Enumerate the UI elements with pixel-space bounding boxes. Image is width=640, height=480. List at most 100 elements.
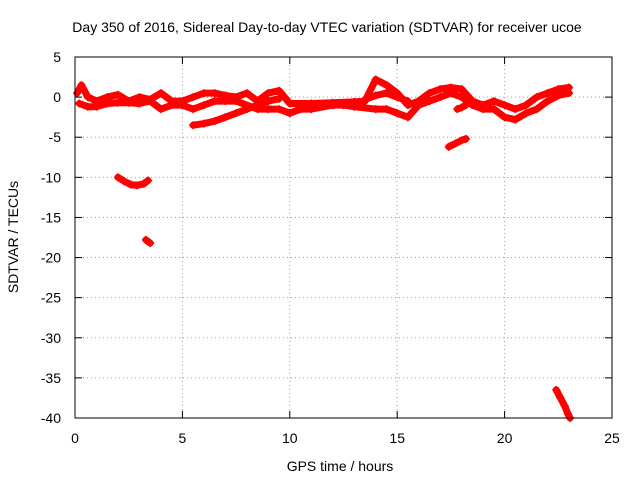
y-tick-label: -20 [41,250,61,266]
y-axis-label: SDTVAR / TECUs [5,181,21,293]
data-point [436,85,445,94]
data-point [436,93,445,102]
data-point [275,86,284,95]
grid-lines [75,57,612,418]
data-point [77,81,86,90]
data-point [285,109,294,118]
data-point [264,97,273,106]
y-tick-label: 0 [53,89,61,105]
y-tick-label: -30 [41,330,61,346]
y-tick-label: 5 [53,49,61,65]
data-point [382,105,391,114]
y-tick-label: -25 [41,290,61,306]
data-point [451,139,460,148]
axis-ticks: 0 5 10 15 20 25 5 0 -5 -10 -15 -20 -25 -30 -35 -40 [41,49,620,446]
data-point [554,91,563,100]
data-point [457,85,466,94]
data-point [371,91,380,100]
data-point [178,101,187,110]
data-point [133,181,142,190]
data-point [120,177,129,186]
data-point [156,105,165,114]
data-point [457,93,466,102]
series-segment-18h [444,134,470,151]
data-point [360,95,369,104]
data-point [522,101,531,110]
data-point [156,89,165,98]
x-tick-label: 10 [282,430,298,446]
data-point [479,105,488,114]
data-point [522,109,531,118]
data-point [135,99,144,108]
data-point [444,142,453,151]
data-point [500,113,509,122]
y-tick-label: -40 [41,410,61,426]
data-point [232,109,241,118]
data-point [242,89,251,98]
data-point [403,113,412,122]
data-point [242,105,251,114]
series-arc-10 [113,173,153,190]
data-point [221,97,230,106]
series-descending-arc [189,94,284,130]
series-main-band-upper [73,75,574,114]
data-point [560,401,569,410]
data-point [275,94,284,103]
y-tick-label: -15 [41,209,61,225]
data-point [146,97,155,106]
data-point [253,101,262,110]
data-point [565,89,574,98]
data-point [461,134,470,143]
x-tick-label: 25 [604,430,620,446]
x-tick-label: 5 [179,430,187,446]
data-point [457,136,466,145]
data-point [489,97,498,106]
data-point [199,101,208,110]
data-point [563,409,572,418]
data-point [425,97,434,106]
data-point [489,105,498,114]
data-point [144,176,153,185]
data-point [371,75,380,84]
data-point [532,93,541,102]
data-point [113,173,122,182]
plot-frame [74,56,613,419]
data-point [543,97,552,106]
data-point [446,89,455,98]
data-point [403,97,412,106]
data-point [461,101,470,110]
data-point [511,115,520,124]
data-point [210,97,219,106]
data-point [83,93,92,102]
data-point [350,102,359,111]
data-point [92,102,101,111]
series-point-18 [141,235,155,248]
data-point [124,98,133,107]
data-point [210,89,219,98]
series-main-band-lower [75,89,574,124]
data-point [83,102,92,111]
data-point [73,89,82,98]
data-point [113,90,122,99]
data-point [328,101,337,110]
data-point [511,105,520,114]
data-point [532,105,541,114]
data-point [543,89,552,98]
data-point [189,93,198,102]
y-tick-label: -5 [49,129,62,145]
data-point [425,89,434,98]
data-point [139,179,148,188]
data-point [339,101,348,110]
data-points [73,75,575,422]
data-point [552,385,561,394]
data-point [500,101,509,110]
data-point [189,121,198,130]
series-mid-arc [360,89,412,106]
data-point [113,98,122,107]
data-point [382,81,391,90]
y-tick-label: -35 [41,370,61,386]
data-point [75,99,84,108]
data-point [393,109,402,118]
